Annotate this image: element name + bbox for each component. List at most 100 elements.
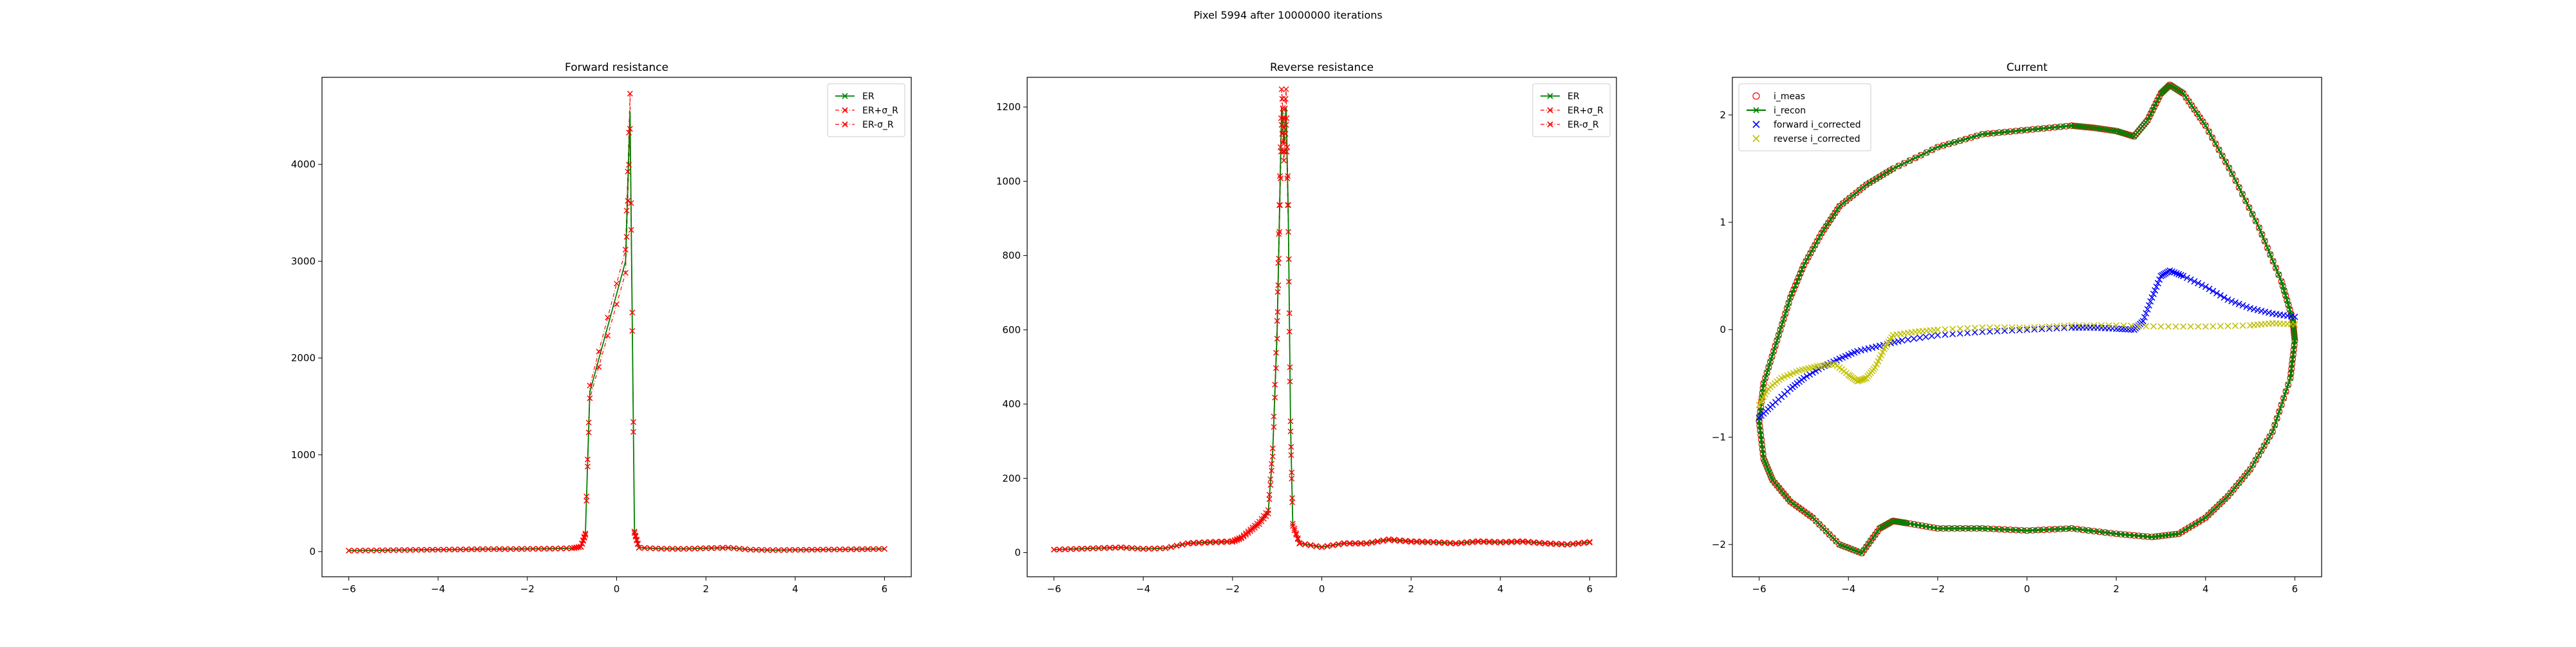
data-point-er-minus-sigma <box>658 546 665 552</box>
data-point-er-minus-sigma <box>831 546 837 553</box>
data-point-i-recon <box>2035 126 2041 132</box>
data-point-er-plus-sigma <box>605 314 611 321</box>
data-point-er-minus-sigma <box>1266 496 1273 503</box>
data-point-reverse-i-corrected <box>2076 322 2083 329</box>
legend: ER ER+σ_R ER-σ_R <box>1532 83 1611 137</box>
plot-area <box>1027 77 1617 577</box>
data-point-i-recon <box>1973 133 1980 139</box>
data-point-er-minus-sigma <box>820 546 826 553</box>
data-point-i-meas <box>2139 122 2146 130</box>
data-point-er-minus-sigma <box>1347 541 1353 547</box>
data-point-forward-i-corrected <box>2239 302 2246 309</box>
data-point-er-plus-sigma <box>1285 173 1291 179</box>
data-point-i-recon <box>1870 534 1876 541</box>
figure-title: Pixel 5994 after 10000000 iterations <box>1193 9 1383 21</box>
data-point-i-recon <box>2258 447 2264 454</box>
chart-panel-1: Forward resistance −6 −4 −2 0 2 4 6 0 1000 2000 300… <box>291 61 912 595</box>
data-point-i-recon <box>2267 251 2273 258</box>
data-point-i-recon <box>1799 266 1805 273</box>
data-point-er-minus-sigma <box>558 545 564 552</box>
data-point-i-recon <box>2273 265 2279 271</box>
data-point-er-minus-sigma <box>634 537 640 544</box>
data-point-i-recon <box>1793 503 1799 509</box>
data-point-er-minus-sigma <box>485 546 491 552</box>
data-point-er-minus-sigma <box>1358 541 1364 547</box>
data-point-forward-i-corrected <box>2061 324 2068 331</box>
data-point-er-minus-sigma <box>1586 539 1593 546</box>
data-point-i-recon <box>1757 427 1763 434</box>
data-point-er-plus-sigma <box>1347 540 1353 546</box>
data-point-forward-i-corrected <box>2144 305 2151 313</box>
data-point-i-recon <box>1880 171 1886 178</box>
data-point-i-recon <box>1798 507 1805 513</box>
data-point-i-recon <box>2239 191 2246 197</box>
data-point-er-plus-sigma <box>587 382 593 389</box>
data-point-i-recon <box>1774 337 1780 343</box>
data-point-er-minus-sigma <box>870 546 876 552</box>
data-point-i-recon <box>1962 136 1969 142</box>
data-point-er-plus-sigma <box>623 208 630 214</box>
legend-label: ER+σ_R <box>862 106 898 116</box>
data-point-i-recon <box>1827 217 1834 223</box>
data-point-er-minus-sigma <box>1548 541 1554 547</box>
data-point-reverse-i-corrected <box>1979 324 1986 331</box>
data-point-reverse-i-corrected <box>2231 322 2239 329</box>
x-tick-label: 4 <box>792 583 799 595</box>
plot-area <box>321 77 912 577</box>
data-point-i-recon <box>2035 526 2041 534</box>
data-point-er-minus-sigma <box>697 545 703 552</box>
data-point-i-meas <box>2146 113 2153 121</box>
data-point-i-meas <box>2150 103 2158 110</box>
data-point-i-meas <box>2271 421 2278 429</box>
data-point-i-meas <box>1900 160 1908 167</box>
data-point-er-minus-sigma <box>675 546 681 552</box>
data-point-i-recon <box>1877 173 1883 180</box>
data-point-er-minus-sigma <box>497 546 503 552</box>
data-point-forward-i-corrected <box>1872 343 1880 351</box>
legend-marker-corrected <box>1752 121 1760 128</box>
data-point-i-recon <box>1968 525 1975 532</box>
data-point-er-plus-sigma <box>1553 540 1559 546</box>
data-point-er-minus-sigma <box>605 333 611 339</box>
data-point-i-recon <box>2291 347 2297 353</box>
data-point-er-minus-sigma <box>564 545 570 552</box>
data-point-er-plus-sigma <box>1269 461 1275 467</box>
data-point-er-minus-sigma <box>703 545 709 552</box>
x-tick-label: 4 <box>1497 583 1504 595</box>
data-point-i-meas <box>1814 238 1821 245</box>
data-point-er-minus-sigma <box>1497 539 1504 546</box>
data-point-i-recon <box>1816 234 1823 240</box>
data-point-i-recon <box>2212 140 2219 147</box>
data-point-forward-i-corrected <box>1904 336 1911 343</box>
data-point-i-meas <box>2185 524 2192 532</box>
x-tick-label: 2 <box>1408 583 1414 595</box>
data-point-i-recon <box>2186 525 2192 531</box>
data-point-i-recon <box>2278 278 2285 285</box>
data-point-er-minus-sigma <box>1123 545 1130 551</box>
data-point-i-recon <box>2287 370 2294 376</box>
data-point-i-recon <box>1946 525 1952 532</box>
data-point-er-minus-sigma <box>502 546 508 552</box>
x-tick-label: 6 <box>2292 583 2298 595</box>
data-point-i-recon <box>2052 526 2058 532</box>
data-point-forward-i-corrected <box>2247 305 2254 312</box>
data-point-i-meas <box>2219 152 2226 159</box>
data-point-er-minus-sigma <box>1277 202 1283 208</box>
data-point-er-minus-sigma <box>730 545 737 552</box>
data-point-i-recon <box>2276 409 2282 415</box>
data-point-i-recon <box>2074 526 2081 532</box>
data-point-forward-i-corrected <box>2119 325 2126 333</box>
data-point-er-minus-sigma <box>1330 542 1336 548</box>
data-point-forward-i-corrected <box>2173 270 2180 277</box>
data-point-i-meas <box>2229 170 2236 178</box>
data-point-er-minus-sigma <box>1151 545 1158 552</box>
x-tick-label: −6 <box>342 583 356 595</box>
data-point-er-minus-sigma <box>1575 541 1582 547</box>
data-point-er-minus-sigma <box>1289 523 1296 529</box>
data-point-i-meas <box>2261 238 2268 245</box>
data-point-i-recon <box>1832 209 1838 216</box>
data-point-i-meas <box>2255 452 2262 459</box>
y-tick-label: 0 <box>1719 324 1726 336</box>
legend-marker-i-meas <box>1752 92 1760 100</box>
